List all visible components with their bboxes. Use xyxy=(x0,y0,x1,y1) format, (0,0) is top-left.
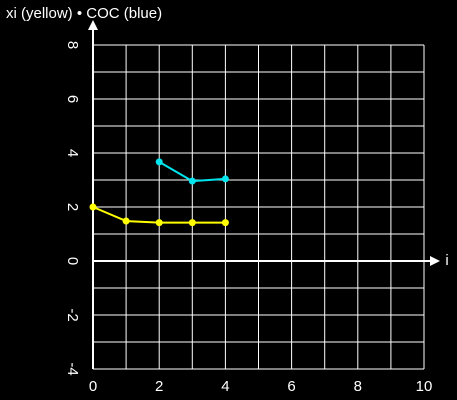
y-tick-label: -4 xyxy=(64,362,81,375)
y-tick-label: 4 xyxy=(64,149,81,157)
y-axis-arrow xyxy=(88,20,98,30)
y-tick-label: 0 xyxy=(64,257,81,265)
data-point xyxy=(122,217,130,225)
data-point xyxy=(221,175,229,183)
y-tick-label: 6 xyxy=(64,95,81,103)
chart-title: xi (yellow) • COC (blue) xyxy=(6,5,162,22)
data-point xyxy=(188,219,196,227)
x-tick-label: 8 xyxy=(354,378,362,395)
x-tick-label: 4 xyxy=(221,378,229,395)
x-tick-label: 10 xyxy=(416,378,433,395)
data-point xyxy=(221,219,229,227)
data-point xyxy=(155,219,163,227)
x-axis-arrow xyxy=(430,256,440,266)
data-point xyxy=(188,177,196,185)
data-point xyxy=(155,158,163,166)
x-axis-label: i xyxy=(445,252,448,269)
y-tick-label: 2 xyxy=(64,203,81,211)
y-tick-label: -2 xyxy=(64,308,81,321)
x-tick-label: 0 xyxy=(89,378,97,395)
x-tick-label: 6 xyxy=(287,378,295,395)
y-tick-label: 8 xyxy=(64,41,81,49)
x-tick-label: 2 xyxy=(155,378,163,395)
data-point xyxy=(89,203,97,211)
